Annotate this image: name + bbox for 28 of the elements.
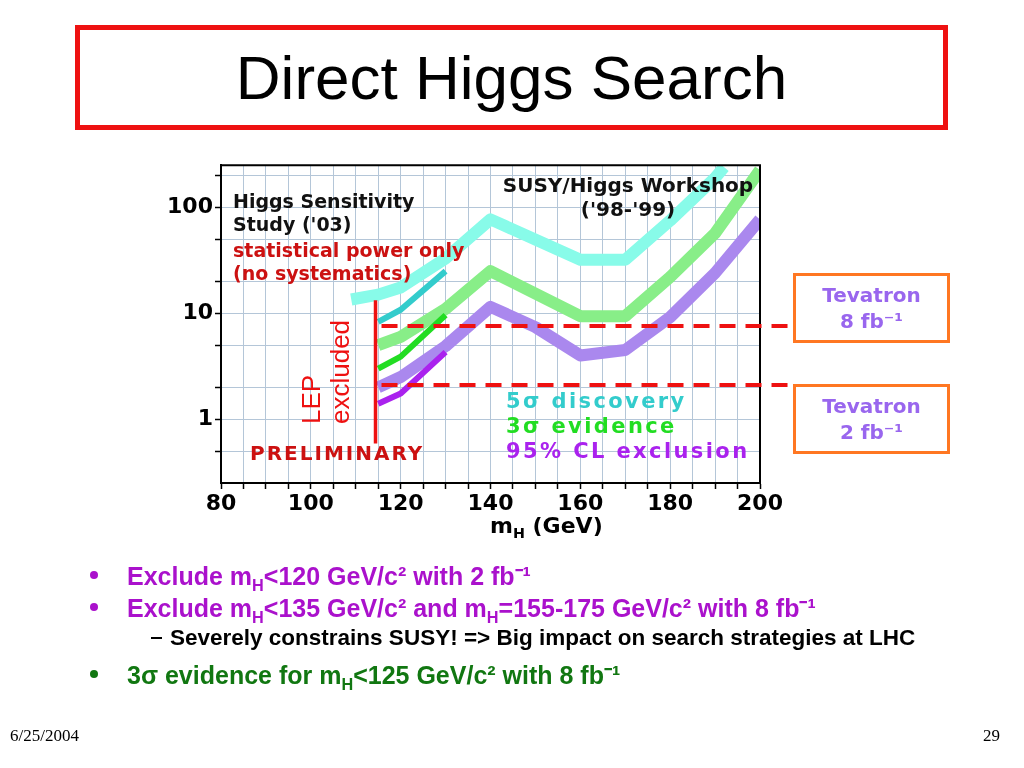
x-tick-label: 180 (647, 489, 694, 515)
text: 29 (983, 726, 1000, 746)
y-tick-label: 100 (167, 193, 213, 219)
ref-line-label: Tevatron 8 fb⁻¹ (793, 272, 950, 343)
text: Exclude m$_{H}$<120 GeV/c² with 2 fb⁻¹ (127, 561, 531, 594)
text: 3σ evidence (506, 414, 678, 439)
annotation: statistical power only (no systematics) (233, 239, 466, 285)
text: 3σ evidence for m$_{H}$<125 GeV/c² with 8 fb⁻¹ (127, 660, 621, 693)
annotation: PRELIMINARY (250, 441, 425, 465)
x-tick-label: 120 (377, 489, 424, 515)
y-tick-label: 1 (197, 404, 213, 430)
x-tick-label: 100 (287, 489, 334, 515)
ref-line-label: Tevatron 2 fb⁻¹ (793, 384, 950, 455)
chart-title: Direct Higgs Search (75, 25, 948, 130)
x-axis-title: m$_{H}$ (GeV) (490, 513, 603, 542)
text: Exclude m$_{H}$<135 GeV/c² and m$_{H}$=155-175 GeV/c² with 8 fb⁻¹ (127, 593, 816, 626)
annotation: SUSY/Higgs Workshop ('98-'99) (501, 173, 755, 221)
ref-line-label: LEP excluded (295, 319, 355, 425)
x-tick-label: 140 (467, 489, 514, 515)
y-tick-label: 10 (182, 299, 213, 325)
text: Severely constrains SUSY! => Big impact on search strategies at LHC (170, 625, 916, 651)
text: 5σ discovery (506, 389, 688, 414)
annotation: Higgs Sensitivity Study ('03) (233, 190, 416, 236)
text: 95% CL exclusion (506, 439, 750, 464)
x-tick-label: 80 (205, 489, 237, 515)
x-tick-label: 160 (557, 489, 604, 515)
x-tick-label: 200 (737, 489, 783, 515)
text: 6/25/2004 (10, 726, 79, 746)
